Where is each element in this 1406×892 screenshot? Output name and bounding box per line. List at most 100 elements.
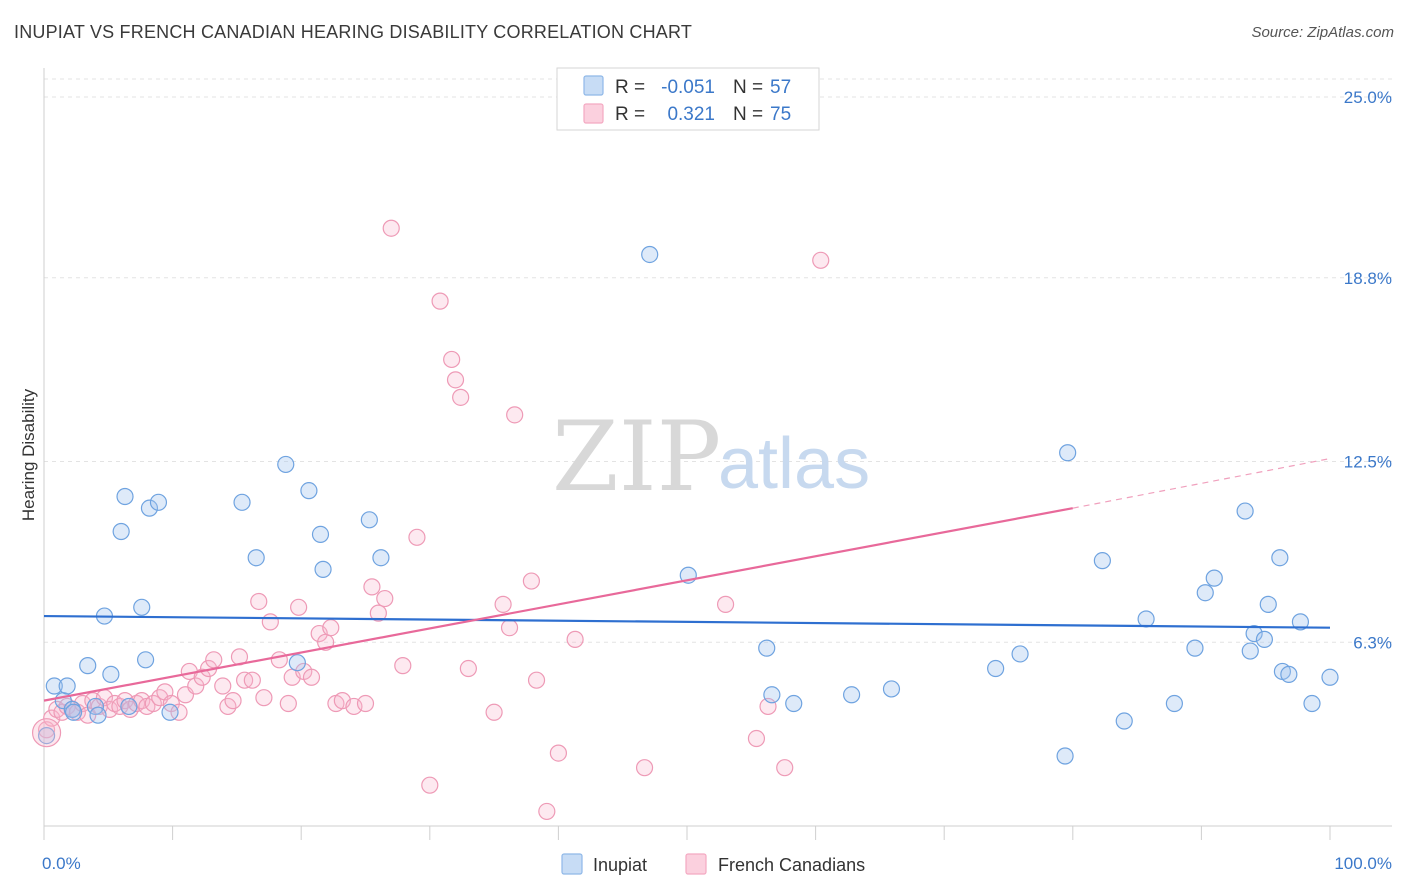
bottom-legend-swatch-french-canadians [685,853,707,875]
inupiat-point [277,455,295,474]
inupiat-point [102,665,120,683]
french-canadians-point [452,388,470,406]
french-canadians-point [527,671,546,689]
y-tick-label: 12.5% [1344,453,1392,472]
french-canadians-point [243,671,261,689]
french-canadians-point [68,703,87,721]
french-canadians-point [369,604,387,622]
legend-n-label-1: N = [733,77,763,98]
french-canadians-point [459,659,477,678]
inupiat-point [987,659,1005,678]
french-canadians-point [363,578,381,596]
watermark-atlas: atlas [718,424,870,504]
inupiat-point [1321,668,1339,686]
inupiat-point [116,487,134,506]
inupiat-point [1255,630,1274,648]
french-canadians-point [506,406,524,424]
inupiat-point [1241,642,1259,660]
french-canadians-point [747,729,766,748]
watermark-zip: ZIP [552,401,721,513]
legend-r-label-2: R = [615,104,645,125]
y-tick-label: 6.3% [1353,633,1392,652]
french-canadians-point [382,219,400,237]
source-label: Source: ZipAtlas.com [1251,24,1394,41]
inupiat-trend-line [43,614,1331,629]
legend-r-value-1: -0.051 [661,77,715,98]
inupiat-point [882,680,901,698]
french-canadians-point [261,613,279,631]
legend-swatch-french-canadians [583,103,604,124]
french-canadians-point [431,292,449,310]
french-canadians-point [538,802,556,821]
legend-r-value-2: 0.321 [667,104,715,125]
inupiat-point [1259,595,1277,613]
french-canadians-point [443,350,461,369]
french-canadians-point [494,595,512,613]
inupiat-point [1011,645,1029,663]
inupiat-point [112,522,130,541]
inupiat-point [763,686,781,704]
inupiat-point [1291,613,1310,631]
x-tick-labels: 0.0% 100.0% [42,854,1392,873]
french-canadians-point [193,668,211,686]
french-canadians-point [290,598,308,616]
inupiat-point [149,493,168,511]
french-canadians-point [205,651,223,669]
y-axis-title: Hearing Disability [19,388,38,521]
french-canadians-point [187,677,205,695]
inupiat-point [311,525,330,544]
inupiat-point [120,697,138,716]
inupiat-point [37,727,56,745]
inupiat-point [247,549,265,567]
french-canadians-point [170,703,188,721]
french-canadians-point [500,619,519,637]
correlation-legend: R = -0.051 N = 57 R = 0.321 N = 75 [556,67,820,131]
inupiat-point [843,686,861,704]
inupiat-point [1196,584,1214,602]
inupiat-point [1205,569,1223,587]
inupiat-point [758,639,776,657]
french-canadians-point [549,744,568,762]
inupiat-point [1137,610,1155,628]
inupiat-point [1271,549,1289,567]
french-canadians-point [716,595,735,613]
french-canadians-point [255,689,273,707]
french-canadians-point [394,657,412,675]
inupiat-point [1236,502,1254,520]
points-layer [31,219,1339,821]
inupiat-point [300,482,318,500]
series-legend: Inupiat French Canadians [561,853,865,875]
french-canadians-point [279,694,297,713]
y-tick-label: 25.0% [1344,88,1392,107]
bottom-legend-label-inupiat: Inupiat [593,855,647,875]
inupiat-point [360,511,378,529]
french-canadians-point [446,371,465,389]
french-canadians-point [408,528,426,546]
inupiat-point [1303,694,1321,713]
french-canadians-point [635,759,654,777]
french-canadians-trend-extension [1072,457,1331,509]
bottom-legend-label-french-canadians: French Canadians [718,855,865,875]
bottom-legend-swatch-inupiat [561,853,583,875]
inupiat-point [133,598,151,616]
inupiat-point [288,654,306,672]
french-canadians-trend-line [43,507,1074,702]
legend-n-value-2: 75 [770,104,791,125]
french-canadians-point [144,694,162,713]
inupiat-point [314,560,332,578]
french-canadians-point [522,572,540,590]
legend-r-label-1: R = [615,77,645,98]
x-tick-label-min: 0.0% [42,854,81,873]
french-canadians-point [224,692,242,710]
french-canadians-point [485,703,503,721]
inupiat-point [1165,694,1183,713]
trend-layer [43,457,1331,702]
inupiat-point [1245,624,1263,643]
watermark: ZIP atlas [552,401,870,513]
french-canadians-point [812,251,830,269]
x-tick-label-max: 100.0% [1334,854,1392,873]
french-canadians-point [566,630,584,648]
french-canadians-point [421,776,439,794]
french-canadians-point [106,694,124,713]
